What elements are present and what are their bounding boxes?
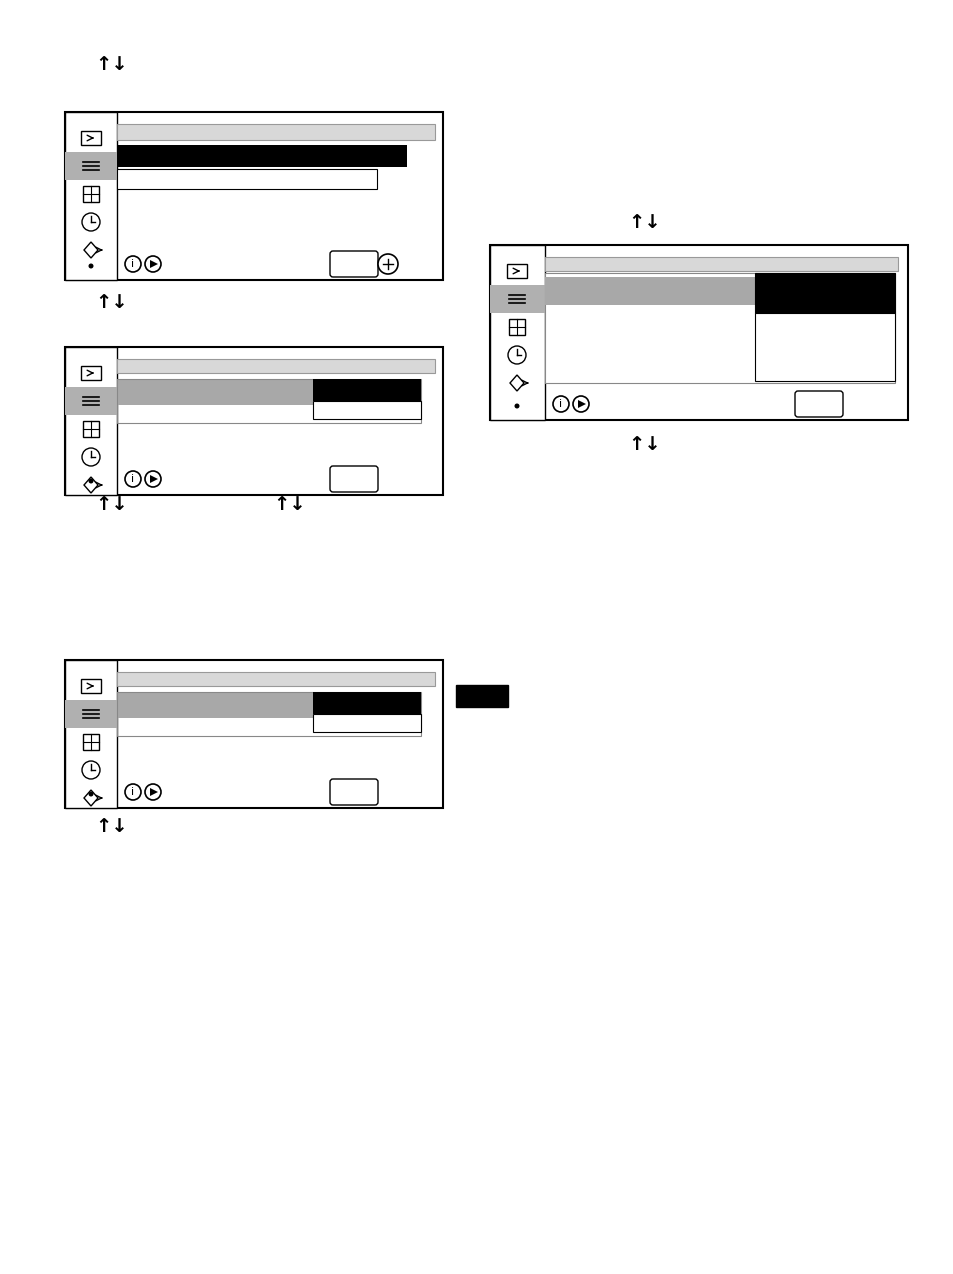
Bar bbox=[65, 660, 442, 808]
Text: ↑↓: ↑↓ bbox=[95, 494, 129, 513]
Bar bbox=[544, 273, 894, 383]
Text: ↑↓: ↑↓ bbox=[628, 213, 660, 232]
Bar bbox=[117, 378, 313, 405]
Bar bbox=[313, 692, 420, 713]
Bar bbox=[117, 169, 376, 189]
Polygon shape bbox=[578, 400, 585, 408]
FancyBboxPatch shape bbox=[330, 778, 377, 805]
Bar bbox=[490, 245, 907, 420]
Bar bbox=[456, 685, 507, 707]
Text: ↑↓: ↑↓ bbox=[628, 436, 660, 455]
Bar bbox=[81, 131, 101, 145]
Bar bbox=[117, 145, 407, 167]
Bar bbox=[117, 671, 435, 685]
Circle shape bbox=[89, 264, 93, 269]
Bar bbox=[117, 124, 435, 140]
FancyBboxPatch shape bbox=[794, 391, 842, 417]
Polygon shape bbox=[150, 475, 158, 483]
Text: ↑↓: ↑↓ bbox=[95, 293, 129, 312]
FancyBboxPatch shape bbox=[330, 251, 377, 276]
Bar bbox=[65, 387, 117, 415]
Circle shape bbox=[89, 479, 93, 484]
Bar bbox=[544, 276, 754, 304]
Text: i: i bbox=[132, 259, 134, 269]
Bar bbox=[313, 401, 420, 419]
Bar bbox=[65, 347, 442, 496]
Bar bbox=[81, 366, 101, 380]
Bar bbox=[313, 713, 420, 733]
Bar bbox=[754, 313, 894, 381]
Text: i: i bbox=[132, 474, 134, 484]
Circle shape bbox=[89, 791, 93, 796]
Bar bbox=[65, 152, 117, 180]
Bar bbox=[83, 420, 99, 437]
Bar bbox=[490, 245, 544, 420]
Text: ↑↓: ↑↓ bbox=[95, 56, 129, 74]
Bar bbox=[117, 359, 435, 373]
Circle shape bbox=[377, 254, 397, 274]
Bar bbox=[83, 734, 99, 750]
Bar bbox=[117, 692, 420, 736]
Bar bbox=[65, 347, 117, 496]
Bar bbox=[490, 285, 544, 313]
Bar bbox=[83, 186, 99, 203]
Bar bbox=[81, 679, 101, 693]
Circle shape bbox=[514, 404, 519, 409]
Bar bbox=[65, 112, 442, 280]
Polygon shape bbox=[150, 789, 158, 796]
FancyBboxPatch shape bbox=[330, 466, 377, 492]
Text: i: i bbox=[132, 787, 134, 798]
Bar bbox=[506, 264, 526, 278]
Bar bbox=[65, 699, 117, 727]
Text: i: i bbox=[558, 399, 562, 409]
Bar bbox=[754, 273, 894, 313]
Bar bbox=[117, 692, 313, 719]
Bar bbox=[65, 660, 117, 808]
Text: ↑↓: ↑↓ bbox=[274, 494, 306, 513]
Bar bbox=[117, 378, 420, 423]
Text: ↑↓: ↑↓ bbox=[95, 818, 129, 837]
Bar bbox=[544, 257, 897, 271]
Polygon shape bbox=[150, 260, 158, 268]
Bar bbox=[65, 112, 117, 280]
Bar bbox=[313, 378, 420, 401]
Bar bbox=[509, 318, 524, 335]
